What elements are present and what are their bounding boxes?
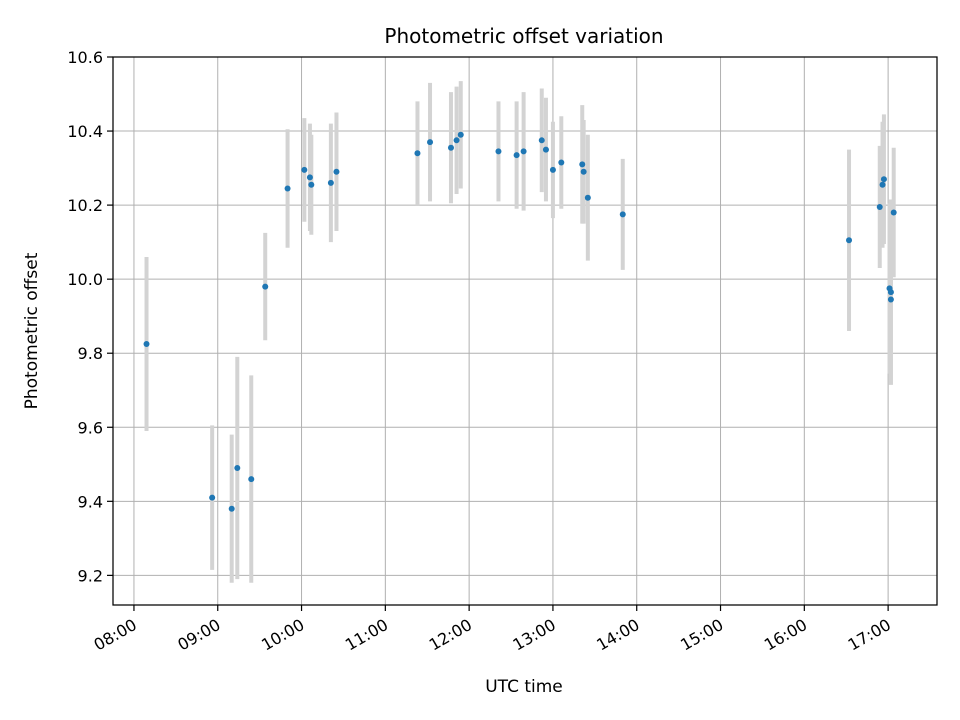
data-point bbox=[234, 465, 241, 471]
data-point bbox=[887, 296, 894, 303]
y-tick-label: 9.8 bbox=[78, 344, 103, 363]
data-point bbox=[306, 174, 313, 181]
data-point bbox=[880, 176, 887, 183]
data-point bbox=[427, 139, 434, 146]
x-tick-label: 14:00 bbox=[593, 615, 642, 655]
data-point bbox=[876, 203, 883, 210]
x-tick-label: 13:00 bbox=[510, 615, 559, 655]
data-point bbox=[327, 179, 334, 186]
x-tick-label: 12:00 bbox=[426, 615, 475, 655]
x-tick-label: 16:00 bbox=[761, 615, 810, 655]
data-point bbox=[333, 168, 340, 175]
data-point bbox=[284, 185, 291, 192]
data-point bbox=[447, 144, 454, 151]
y-axis-ticks: 9.2 9.4 9.6 9.8 10.0 10.2 10.4 10.6 bbox=[67, 48, 113, 585]
y-tick-label: 9.6 bbox=[78, 418, 103, 437]
data-point bbox=[495, 148, 502, 155]
data-point bbox=[248, 476, 255, 483]
y-tick-label: 10.0 bbox=[67, 270, 103, 289]
data-point bbox=[619, 211, 626, 218]
data-point bbox=[890, 209, 897, 216]
data-point bbox=[262, 283, 269, 290]
y-tick-label: 9.2 bbox=[78, 566, 103, 585]
data-point bbox=[538, 137, 545, 144]
x-tick-label: 15:00 bbox=[677, 615, 726, 655]
data-point bbox=[580, 168, 587, 175]
x-tick-label: 09:00 bbox=[174, 615, 223, 655]
data-point bbox=[228, 505, 235, 512]
data-points bbox=[143, 131, 897, 512]
data-point bbox=[414, 150, 421, 157]
data-point bbox=[209, 494, 216, 501]
data-point bbox=[520, 148, 527, 155]
data-point bbox=[457, 131, 464, 138]
data-point bbox=[513, 152, 520, 159]
x-axis-label: UTC time bbox=[485, 677, 563, 697]
data-point bbox=[558, 159, 565, 166]
y-tick-label: 9.4 bbox=[78, 492, 103, 511]
plot-frame bbox=[112, 56, 938, 606]
y-tick-label: 10.6 bbox=[67, 48, 103, 67]
x-axis-ticks: 08:00 09:00 10:00 11:00 12:00 13:00 14:00 15:00… bbox=[91, 605, 894, 655]
data-point bbox=[846, 237, 853, 244]
y-tick-label: 10.2 bbox=[67, 196, 103, 215]
data-point bbox=[879, 181, 886, 188]
data-point bbox=[584, 194, 591, 201]
x-tick-label: 17:00 bbox=[845, 615, 894, 655]
x-tick-label: 11:00 bbox=[342, 615, 391, 655]
error-bars bbox=[144, 81, 896, 583]
y-tick-label: 10.4 bbox=[67, 122, 103, 141]
y-axis-label: Photometric offset bbox=[22, 252, 42, 409]
data-point bbox=[549, 166, 556, 173]
data-point bbox=[143, 340, 150, 347]
chart-title: Photometric offset variation bbox=[384, 24, 663, 48]
data-point bbox=[579, 161, 586, 168]
x-tick-label: 08:00 bbox=[91, 615, 140, 655]
data-point bbox=[308, 181, 315, 188]
data-point bbox=[542, 146, 549, 153]
x-tick-label: 10:00 bbox=[258, 615, 307, 655]
data-point bbox=[301, 166, 308, 173]
data-point bbox=[887, 289, 894, 296]
data-point bbox=[453, 137, 460, 144]
